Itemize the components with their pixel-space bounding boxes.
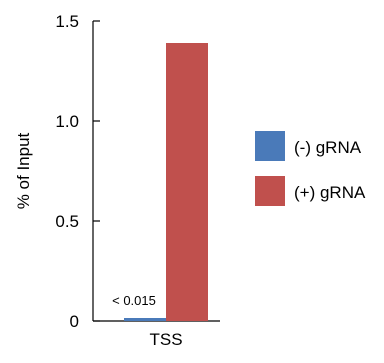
y-tick-label: 1.5 — [55, 12, 79, 31]
y-tick-label: 0.5 — [55, 212, 79, 231]
y-axis-title: % of Input — [14, 132, 33, 209]
y-axis: 0 0.5 1.0 1.5 % of Input — [14, 12, 100, 331]
legend-swatch-minus-grna — [255, 131, 285, 161]
bar-plus-grna — [166, 43, 208, 321]
data-label-annotation: < 0.015 — [112, 293, 156, 308]
legend-swatch-plus-grna — [255, 176, 285, 206]
y-tick-label: 0 — [70, 312, 79, 331]
x-tick-label: TSS — [149, 330, 182, 349]
y-tick-label: 1.0 — [55, 112, 79, 131]
legend-label-minus-grna: (-) gRNA — [294, 138, 362, 157]
bar-minus-grna — [124, 318, 166, 321]
labels: TSS < 0.015 — [112, 293, 182, 349]
bars — [124, 43, 208, 321]
legend: (-) gRNA (+) gRNA — [255, 131, 366, 206]
legend-label-plus-grna: (+) gRNA — [294, 183, 366, 202]
